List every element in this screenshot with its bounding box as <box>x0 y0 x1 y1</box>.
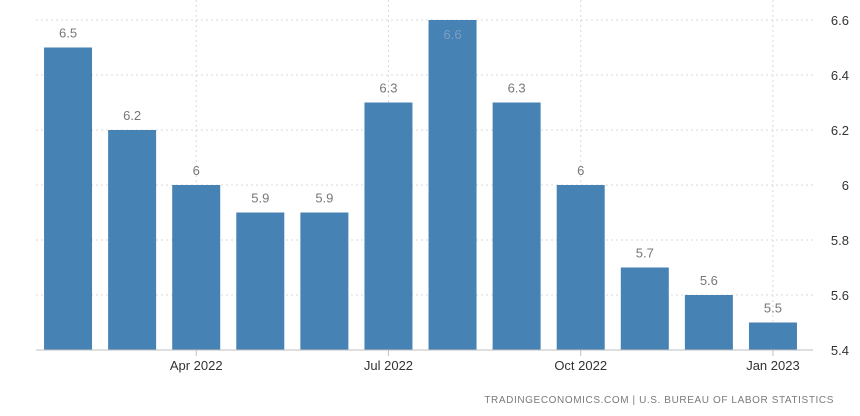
bar <box>748 322 797 350</box>
bar <box>44 47 93 350</box>
x-tick-label: Jul 2022 <box>364 358 413 373</box>
bar-value-label: 5.6 <box>700 273 718 288</box>
bar-value-label: 5.7 <box>636 246 654 261</box>
y-tick-label: 6.6 <box>831 13 849 28</box>
bar-value-label: 6.5 <box>59 26 77 41</box>
bar-value-label: 6 <box>577 163 584 178</box>
x-tick-label: Oct 2022 <box>554 358 607 373</box>
x-axis-ticks: Apr 2022 Jul 2022 Oct 2022 Jan 2023 <box>170 350 800 373</box>
x-tick-label: Jan 2023 <box>746 358 800 373</box>
bar <box>492 102 541 350</box>
y-tick-label: 6.2 <box>831 123 849 138</box>
x-tick-label: Apr 2022 <box>170 358 223 373</box>
bar-value-label: 6.3 <box>379 81 397 96</box>
bar <box>236 212 285 350</box>
bar <box>620 267 669 350</box>
data-labels: 6.5 6.2 6 5.9 5.9 6.3 6.6 6.3 6 5.7 5.6 5.5 <box>59 26 782 316</box>
y-tick-label: 6 <box>842 178 849 193</box>
bar-value-label: 6.6 <box>444 27 462 42</box>
bar <box>300 212 349 350</box>
bar-value-label: 6 <box>193 163 200 178</box>
bars <box>44 20 797 350</box>
bar-value-label: 6.3 <box>508 81 526 96</box>
bar <box>172 185 221 350</box>
y-tick-label: 5.4 <box>831 343 849 358</box>
bar <box>684 295 733 350</box>
bar-value-label: 5.5 <box>764 301 782 316</box>
bar-value-label: 5.9 <box>315 191 333 206</box>
bar <box>428 20 477 350</box>
bar-value-label: 5.9 <box>251 191 269 206</box>
y-tick-label: 5.8 <box>831 233 849 248</box>
y-tick-label: 6.4 <box>831 68 849 83</box>
source-attribution: TRADINGECONOMICS.COM | U.S. BUREAU OF LA… <box>484 395 834 406</box>
bar <box>556 185 605 350</box>
bar <box>364 102 413 350</box>
bar <box>108 130 157 350</box>
y-axis-ticks: 5.4 5.6 5.8 6 6.2 6.4 6.6 <box>831 13 849 358</box>
bar-value-label: 6.2 <box>123 108 141 123</box>
y-tick-label: 5.6 <box>831 288 849 303</box>
